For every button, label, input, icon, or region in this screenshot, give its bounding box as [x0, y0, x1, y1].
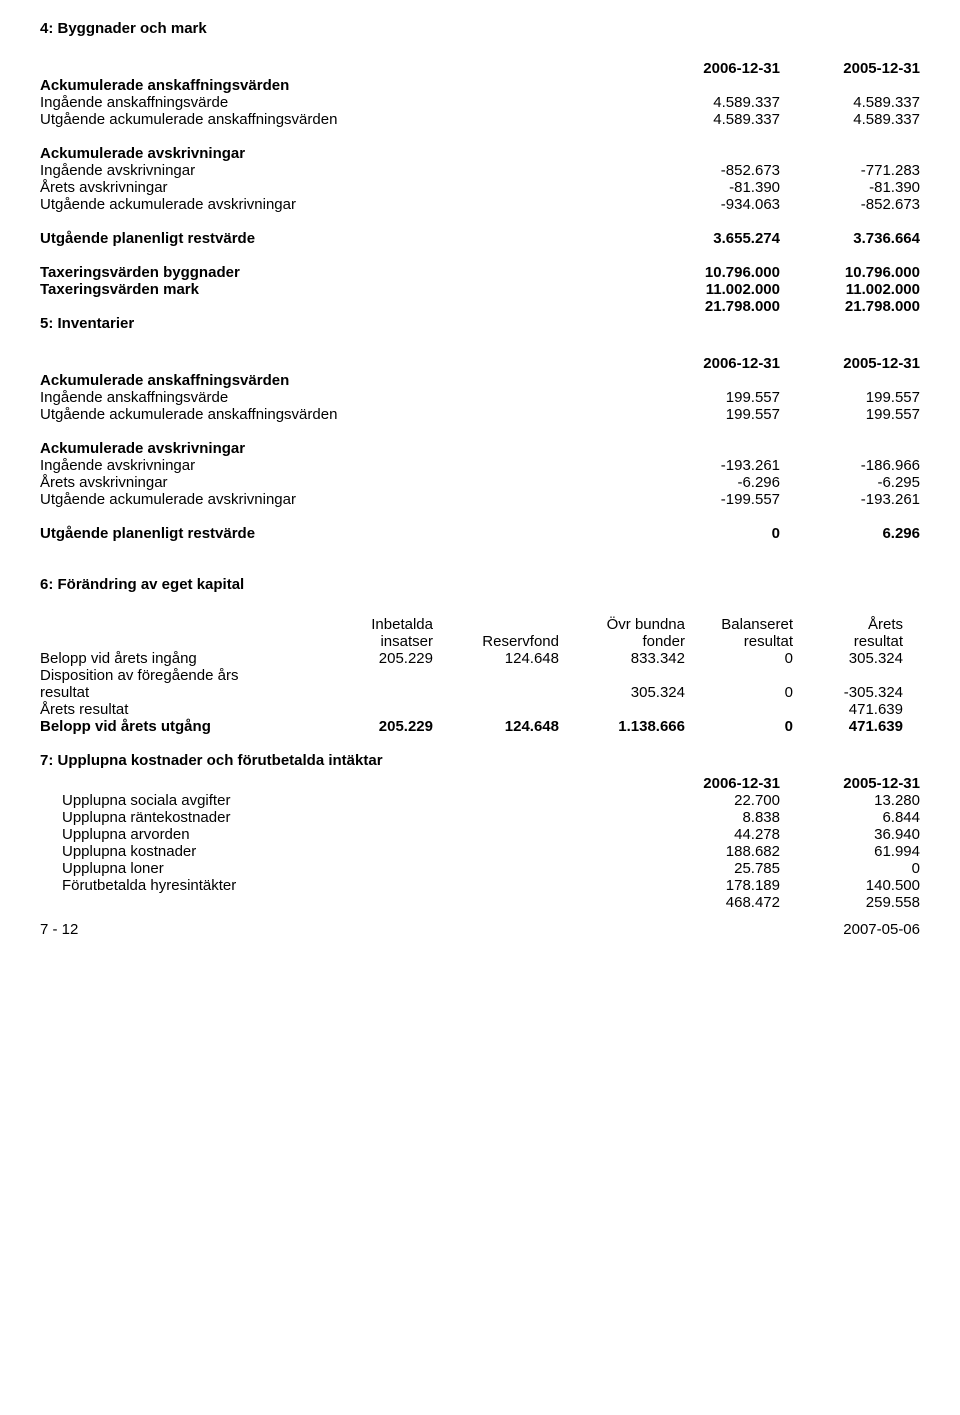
table-row: Ingående avskrivningar-852.673-771.283 [40, 162, 920, 179]
table-row: Utgående ackumulerade anskaffningsvärden… [40, 406, 920, 423]
sec5-title: 5: Inventarier [40, 315, 920, 332]
sec7-h1: 2006-12-31 [640, 775, 780, 792]
sec4-h2: 2005-12-31 [780, 60, 920, 77]
sec4-g1-title: Ackumulerade anskaffningsvärden [40, 77, 920, 94]
sec7-title: 7: Upplupna kostnader och förutbetalda i… [40, 752, 920, 769]
sec4-title: 4: Byggnader och mark [40, 20, 920, 37]
sec4-restvarde: Utgående planenligt restvärde 3.655.274 … [40, 230, 920, 247]
table-row: 21.798.00021.798.000 [40, 298, 920, 315]
table-row: 468.472259.558 [40, 894, 920, 911]
table-row: Upplupna kostnader188.68261.994 [40, 843, 920, 860]
table-row: Utgående ackumulerade avskrivningar-934.… [40, 196, 920, 213]
sec5-header-row: 2006-12-31 2005-12-31 [40, 355, 920, 372]
table-row: Upplupna sociala avgifter22.70013.280 [40, 792, 920, 809]
sec7-header-row: 2006-12-31 2005-12-31 [40, 775, 920, 792]
table-row: Årets avskrivningar-81.390-81.390 [40, 179, 920, 196]
table-row: Taxeringsvärden mark11.002.00011.002.000 [40, 281, 920, 298]
sec5-h2: 2005-12-31 [780, 355, 920, 372]
table-row: Upplupna loner25.7850 [40, 860, 920, 877]
table-row: Årets avskrivningar-6.296-6.295 [40, 474, 920, 491]
sec5-restvarde: Utgående planenligt restvärde 0 6.296 [40, 525, 920, 542]
table-row: Utgående ackumulerade anskaffningsvärden… [40, 111, 920, 128]
table-row: Ingående anskaffningsvärde4.589.3374.589… [40, 94, 920, 111]
sec6-head-row2: insatser Reservfond fonder resultat resu… [40, 633, 920, 650]
table-row: Förutbetalda hyresintäkter178.189140.500 [40, 877, 920, 894]
page-footer: 7 - 12 2007-05-06 [40, 921, 920, 938]
table-row: Upplupna arvorden44.27836.940 [40, 826, 920, 843]
footer-left: 7 - 12 [40, 921, 78, 938]
sec5-g1-title: Ackumulerade anskaffningsvärden [40, 372, 920, 389]
table-row: Årets resultat471.639 [40, 701, 920, 718]
sec7-h2: 2005-12-31 [780, 775, 920, 792]
table-row: Belopp vid årets ingång205.229124.648833… [40, 650, 920, 667]
sec5-h1: 2006-12-31 [640, 355, 780, 372]
sec4-header-row: 2006-12-31 2005-12-31 [40, 60, 920, 77]
table-row: Utgående ackumulerade avskrivningar-199.… [40, 491, 920, 508]
table-row: Ingående anskaffningsvärde199.557199.557 [40, 389, 920, 406]
table-row: Disposition av föregående års [40, 667, 920, 684]
table-row: Ingående avskrivningar-193.261-186.966 [40, 457, 920, 474]
sec6-table: Inbetalda Övr bundna Balanseret Årets in… [40, 616, 920, 735]
sec4-g2-title: Ackumulerade avskrivningar [40, 145, 920, 162]
footer-right: 2007-05-06 [843, 921, 920, 938]
sec6-total-row: Belopp vid årets utgång 205.229 124.648 … [40, 718, 920, 735]
sec6-head-row1: Inbetalda Övr bundna Balanseret Årets [40, 616, 920, 633]
table-row: Upplupna räntekostnader8.8386.844 [40, 809, 920, 826]
sec5-g2-title: Ackumulerade avskrivningar [40, 440, 920, 457]
table-row: Taxeringsvärden byggnader10.796.00010.79… [40, 264, 920, 281]
sec6-title: 6: Förändring av eget kapital [40, 576, 920, 593]
sec4-h1: 2006-12-31 [640, 60, 780, 77]
table-row: resultat305.3240-305.324 [40, 684, 920, 701]
